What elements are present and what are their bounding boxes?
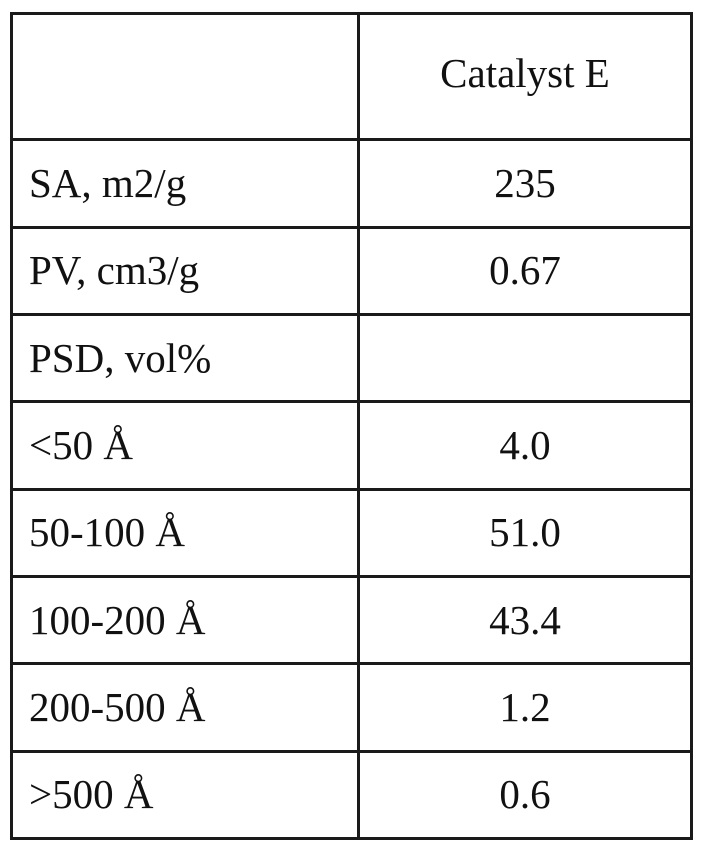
table-row: >500 Å 0.6: [10, 749, 693, 841]
row-label: SA, m2/g: [10, 138, 360, 229]
catalyst-properties-table: Catalyst E SA, m2/g 235 PV, cm3/g 0.67 P…: [10, 11, 693, 841]
catalyst-properties-table-container: Catalyst E SA, m2/g 235 PV, cm3/g 0.67 P…: [10, 11, 693, 841]
row-value: 235: [357, 138, 693, 229]
row-label: 200-500 Å: [10, 662, 360, 753]
table-row: SA, m2/g 235: [10, 138, 693, 229]
table-row: <50 Å 4.0: [10, 400, 693, 491]
table-row: 50-100 Å 51.0: [10, 487, 693, 579]
row-label: PSD, vol%: [10, 313, 360, 404]
row-value: 4.0: [357, 400, 693, 491]
row-value: 0.6: [357, 749, 693, 841]
row-label: 50-100 Å: [10, 487, 360, 579]
row-value: 1.2: [357, 662, 693, 753]
row-value: 0.67: [357, 225, 693, 317]
row-label: >500 Å: [10, 749, 360, 841]
table-header-row: Catalyst E: [10, 11, 693, 142]
row-label: PV, cm3/g: [10, 225, 360, 317]
corner-header-cell: [10, 11, 360, 142]
row-label: 100-200 Å: [10, 575, 360, 666]
row-value: 51.0: [357, 487, 693, 579]
row-value: [357, 313, 693, 404]
table-row: 200-500 Å 1.2: [10, 662, 693, 753]
table-row: PV, cm3/g 0.67: [10, 225, 693, 317]
row-label: <50 Å: [10, 400, 360, 491]
table-row: 100-200 Å 43.4: [10, 575, 693, 666]
table-row: PSD, vol%: [10, 313, 693, 404]
column-header-catalyst: Catalyst E: [357, 11, 693, 142]
row-value: 43.4: [357, 575, 693, 666]
